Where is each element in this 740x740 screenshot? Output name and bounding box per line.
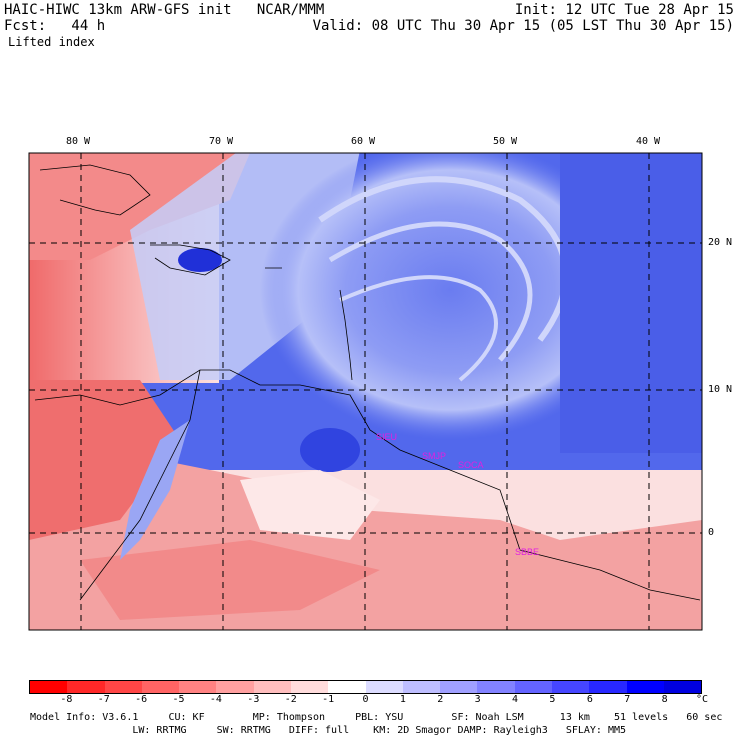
valid-time: Valid: 08 UTC Thu 30 Apr 15 (05 LST Thu … <box>312 18 734 34</box>
colorbar-unit: °C <box>696 694 709 705</box>
colorbar-swatch <box>402 681 441 693</box>
colorbar-tick-label: 2 <box>437 694 444 705</box>
deep-cell-venezuela <box>300 428 360 472</box>
lon-label-60w: 60 W <box>351 136 376 147</box>
warm-patch-brazil <box>80 540 380 620</box>
colorbar-swatch <box>253 681 291 693</box>
colorbar-tick-label: 1 <box>399 694 406 705</box>
colorbar-swatch <box>365 681 403 693</box>
colorbar-tick-label: -6 <box>135 694 148 705</box>
warm-west-sa <box>29 380 180 540</box>
colorbar-swatch <box>179 681 217 693</box>
colorbar-tick-label: 0 <box>362 694 369 705</box>
lon-label-80w: 80 W <box>66 136 91 147</box>
colorbar-swatch <box>104 681 142 693</box>
swirl-line-2 <box>328 221 533 362</box>
colorbar-swatch <box>30 681 68 693</box>
colorbar-swatch <box>551 681 590 693</box>
lat-label-20n: 20 N <box>708 237 733 248</box>
east-deep-field <box>560 153 702 453</box>
colorbar-tick-label: -4 <box>209 694 222 705</box>
colorbar-tick-label: -8 <box>60 694 73 705</box>
station-soca: SOCA <box>458 460 484 470</box>
colorbar-tick-label: 5 <box>549 694 556 705</box>
colorbar-tick-label: -3 <box>247 694 260 705</box>
init-time: Init: 12 UTC Tue 28 Apr 15 <box>514 2 734 18</box>
lon-label-70w: 70 W <box>209 136 234 147</box>
colorbar-tick-label: 8 <box>661 694 668 705</box>
chart-title: HAIC-HIWC 13km ARW-GFS init NCAR/MMM <box>4 2 325 18</box>
colorbar-tick-label: -2 <box>284 694 297 705</box>
colorbar <box>29 680 702 694</box>
colorbar-swatch <box>141 681 180 693</box>
colorbar-tick-label: -7 <box>97 694 110 705</box>
colorbar-swatch <box>216 681 254 693</box>
colorbar-swatch <box>626 681 664 693</box>
colorbar-swatch <box>477 681 515 693</box>
light-patch-amazon <box>240 470 380 540</box>
colorbar-swatch <box>440 681 478 693</box>
colorbar-swatch <box>290 681 329 693</box>
colorbar-swatch <box>67 681 105 693</box>
coastlines <box>34 164 701 601</box>
forecast-hour: Fcst: 44 h <box>4 18 106 34</box>
colorbar-swatch <box>328 681 366 693</box>
colorbar-tick-label: 3 <box>474 694 481 705</box>
field-name: Lifted index <box>8 35 95 49</box>
map-frame <box>28 152 703 631</box>
model-info-line2: LW: RRTMG SW: RRTMG DIFF: full KM: 2D Sm… <box>30 725 627 736</box>
deep-cell-hispaniola <box>178 248 222 272</box>
colorbar-tick-label: -5 <box>172 694 185 705</box>
station-sbbe: SBBE <box>515 547 539 557</box>
warm-north-wedge <box>29 153 250 260</box>
model-info-line1: Model Info: V3.6.1 CU: KF MP: Thompson P… <box>30 712 723 723</box>
swirl-line-3 <box>339 275 498 382</box>
lon-label-40w: 40 W <box>636 136 661 147</box>
lon-label-50w: 50 W <box>493 136 518 147</box>
colorbar-swatch <box>589 681 627 693</box>
colorbar-tick-label: 4 <box>512 694 519 705</box>
colorbar-tick-label: 6 <box>586 694 593 705</box>
station-sieu: SIEU <box>376 432 397 442</box>
colorbar-tick-label: 7 <box>624 694 631 705</box>
colorbar-tick-label: -1 <box>322 694 335 705</box>
lat-lon-grid <box>29 153 702 630</box>
lat-label-10n: 10 N <box>708 384 733 395</box>
lat-label-0: 0 <box>708 527 715 538</box>
colorbar-swatch <box>663 681 702 693</box>
colorbar-swatch <box>514 681 552 693</box>
station-smjp: SMJP <box>422 451 446 461</box>
